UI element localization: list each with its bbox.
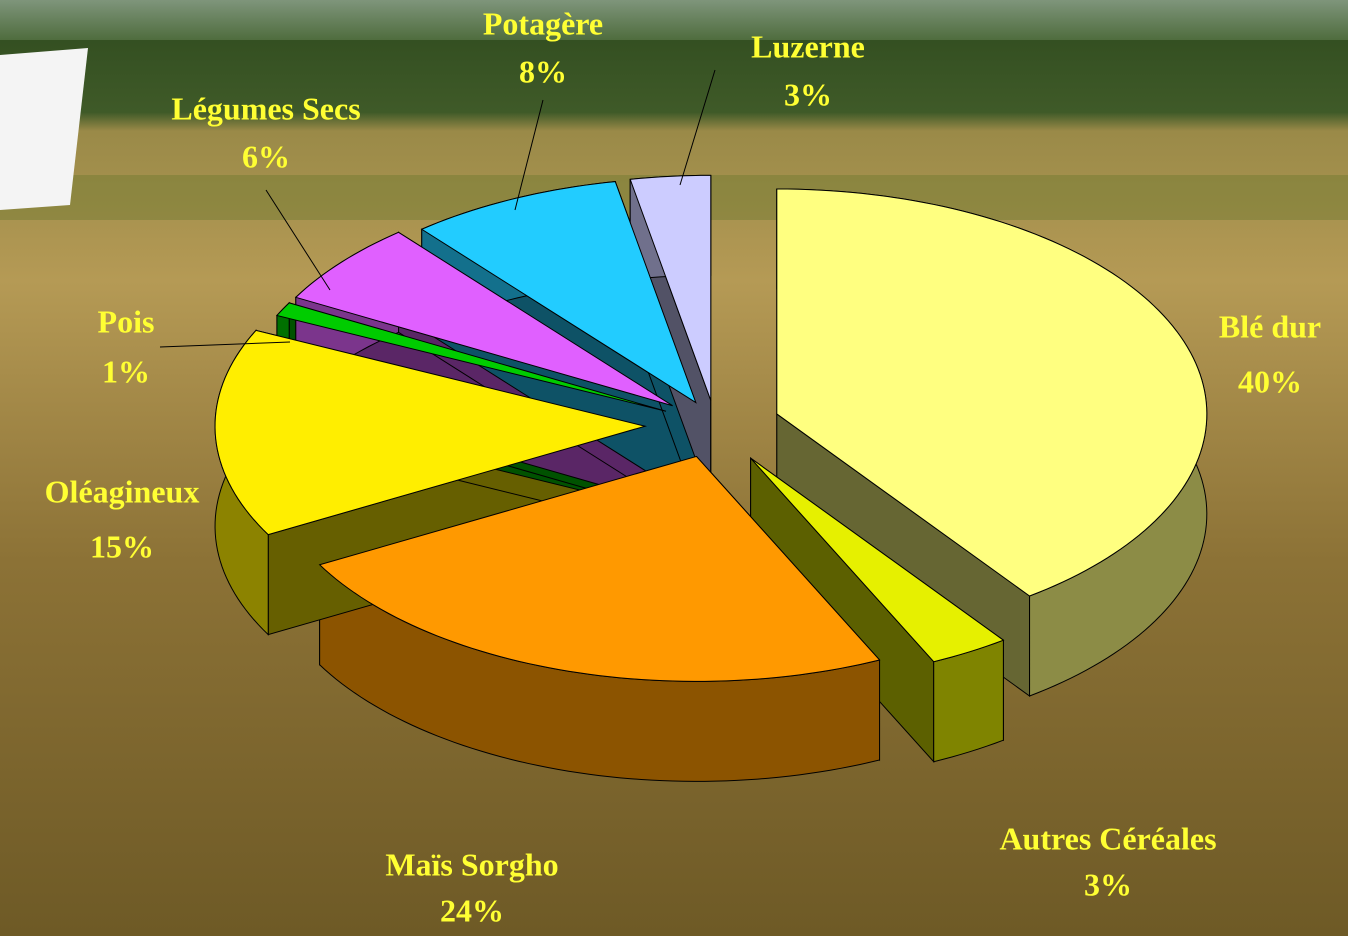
category-label: Autres Céréales <box>999 820 1216 856</box>
category-label: Potagère <box>483 5 603 41</box>
leader-line <box>514 99 544 211</box>
slice <box>275 302 667 412</box>
category-label: Maïs Sorgho <box>385 846 558 882</box>
category-label: Oléagineux <box>45 473 200 509</box>
value-label: 6% <box>242 138 290 174</box>
leader-line <box>265 189 331 291</box>
sign <box>0 48 88 210</box>
value-label: 8% <box>519 53 567 89</box>
value-label: 3% <box>784 76 832 112</box>
slice <box>420 181 697 404</box>
value-label: 3% <box>1084 866 1132 902</box>
value-label: 1% <box>102 353 150 389</box>
slice <box>294 231 673 407</box>
value-label: 15% <box>90 528 154 564</box>
leader-line <box>679 69 716 186</box>
slice <box>750 457 1005 663</box>
category-label: Luzerne <box>751 28 865 64</box>
slice <box>776 188 1208 597</box>
labels: Blé dur 40% Autres Céréales 3% Maïs Sorgho 24… <box>45 5 1321 928</box>
category-label: Blé dur <box>1219 308 1321 344</box>
pie-tops <box>214 174 1208 682</box>
leader-line <box>159 341 291 348</box>
value-label: 24% <box>440 892 504 928</box>
category-label: Pois <box>98 303 155 339</box>
slice <box>629 174 712 401</box>
sky <box>0 0 1348 40</box>
slice <box>214 329 647 536</box>
value-label: 40% <box>1238 363 1302 399</box>
category-label: Légumes Secs <box>171 90 360 126</box>
slice <box>318 455 881 682</box>
